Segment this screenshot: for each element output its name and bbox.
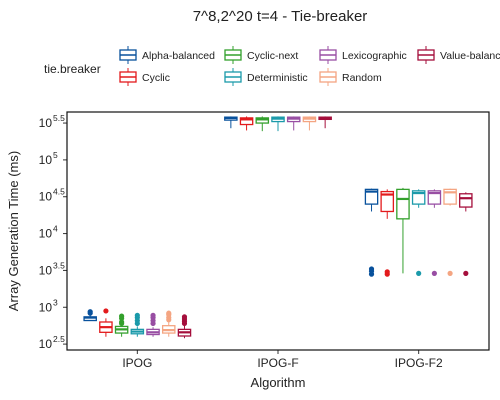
box-body [459, 193, 473, 208]
box-random-ipog [161, 310, 176, 337]
y-tick-exponent: 3 [53, 297, 58, 307]
boxes-layer [83, 116, 473, 339]
box-deterministic-ipog [130, 312, 145, 337]
legend-item-lexicographic: Lexicographic [319, 46, 407, 64]
y-tick-exponent: 3.5 [53, 260, 65, 270]
y-tick-label: 10 [39, 337, 53, 351]
legend-label: Random [342, 72, 382, 84]
outlier-point [447, 270, 453, 276]
legend-label: Value-balanced [440, 50, 500, 62]
y-tick-exponent: 5.5 [53, 113, 65, 123]
x-tick-label: IPOG-F [257, 356, 298, 370]
y-tick-exponent: 5 [53, 150, 58, 160]
outlier-point [416, 270, 422, 276]
y-tick-exponent: 2.5 [53, 334, 65, 344]
outlier-point [150, 312, 156, 318]
y-axis-title: Array Generation Time (ms) [6, 151, 21, 311]
legend-item-deterministic: Deterministic [224, 68, 308, 86]
y-tick-label: 10 [39, 263, 53, 277]
legend-label: Cyclic-next [247, 50, 298, 62]
box-body [380, 190, 395, 213]
outlier-point [119, 319, 125, 325]
y-tick-exponent: 4.5 [53, 187, 65, 197]
legend-item-alpha-balanced: Alpha-balanced [119, 46, 215, 64]
outlier-point [463, 270, 469, 276]
box-lexicographic-ipog-f2 [427, 189, 442, 276]
box-body [239, 117, 254, 126]
outlier-point [384, 269, 390, 275]
box-alpha-balanced-ipog-f [224, 116, 238, 129]
legend-label: Alpha-balanced [142, 50, 215, 62]
legend: Alpha-balanced Cyclic Cyclic-next Determini… [119, 46, 500, 86]
box-cyclic-next-ipog-f2 [396, 187, 410, 274]
y-tick-label: 10 [39, 116, 53, 130]
plot-panel [66, 111, 490, 351]
legend-label: Lexicographic [342, 50, 407, 62]
y-tick-label: 10 [39, 227, 53, 241]
box-lexicographic-ipog [146, 312, 160, 337]
legend-item-cyclic: Cyclic [119, 68, 170, 86]
outlier-point [87, 309, 93, 315]
box-deterministic-ipog-f2 [411, 189, 426, 276]
box-body [255, 117, 270, 124]
x-axis-title: Algorithm [251, 375, 306, 390]
outlier-point [431, 270, 437, 276]
y-tick-exponent: 4 [53, 224, 58, 234]
x-axis: IPOG IPOG-F IPOG-F2 [122, 350, 443, 370]
legend-label: Cyclic [142, 72, 170, 84]
box-deterministic-ipog-f [271, 116, 285, 132]
box-random-ipog-f [302, 116, 317, 131]
box-cyclic-next-ipog [114, 313, 129, 337]
legend-title: tie.breaker [44, 62, 101, 76]
x-tick-label: IPOG-F2 [395, 356, 443, 370]
legend-label: Deterministic [247, 72, 308, 84]
outlier-point [368, 266, 375, 272]
outlier-point [134, 312, 140, 318]
box-value-balanced-ipog-f2 [459, 192, 473, 276]
outlier-point [103, 308, 109, 314]
legend-item-random: Random [319, 68, 382, 86]
box-value-balanced-ipog [177, 314, 192, 339]
box-cyclic-next-ipog-f [255, 116, 270, 132]
box-lexicographic-ipog-f [286, 116, 301, 131]
chart-title: 7^8,2^20 t=4 - Tie-breaker [193, 8, 368, 25]
box-body [411, 190, 426, 205]
box-value-balanced-ipog-f [318, 116, 332, 129]
box-alpha-balanced-ipog-f2 [364, 188, 379, 277]
box-cyclic-ipog-f2 [380, 189, 395, 277]
outlier-point [119, 313, 125, 319]
box-cyclic-ipog [99, 308, 113, 337]
box-cyclic-ipog-f [239, 116, 254, 131]
x-tick-label: IPOG [122, 356, 152, 370]
y-tick-label: 10 [39, 300, 53, 314]
y-tick-label: 10 [39, 190, 53, 204]
legend-item-value-balanced: Value-balanced [417, 46, 500, 64]
box-body [364, 188, 379, 205]
outlier-point [166, 310, 172, 316]
box-body [396, 188, 410, 220]
y-tick-label: 10 [39, 153, 53, 167]
box-body [427, 190, 442, 205]
y-axis: 10 2.510 310 3.510 410 4.510 510 5.5 [39, 113, 67, 351]
box-alpha-balanced-ipog [83, 309, 97, 322]
legend-item-cyclic-next: Cyclic-next [224, 46, 298, 64]
outlier-point [181, 314, 188, 320]
box-random-ipog-f2 [443, 188, 457, 276]
